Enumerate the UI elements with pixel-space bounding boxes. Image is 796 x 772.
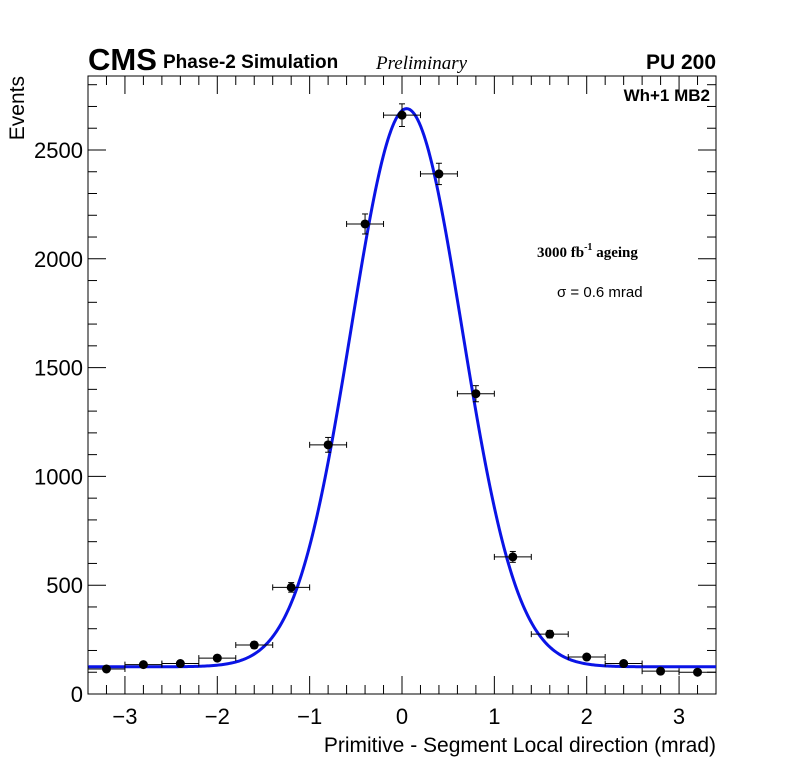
ageing-label: 3000 fb-1 ageing (537, 242, 638, 261)
data-point (212, 653, 222, 663)
data-point (619, 659, 629, 669)
status-label: Preliminary (375, 53, 468, 74)
data-point (286, 582, 296, 592)
y-tick-label: 1500 (34, 356, 83, 381)
data-point (471, 389, 481, 399)
data-point (434, 169, 444, 179)
region-label: Wh+1 MB2 (624, 86, 710, 105)
data-point (545, 629, 555, 639)
data-points (87, 103, 717, 677)
y-axis-title: Events (6, 76, 29, 140)
data-point (360, 219, 370, 229)
y-tick-label: 2500 (34, 138, 83, 163)
y-tick-label: 1000 (34, 464, 83, 489)
subtitle-label: Phase-2 Simulation (163, 52, 338, 73)
data-point (582, 652, 592, 662)
x-tick-label: 1 (488, 704, 500, 729)
fit-curve (88, 107, 716, 669)
x-tick-label: 3 (673, 704, 685, 729)
data-point (175, 659, 185, 669)
fit-curve-group (88, 107, 716, 669)
y-tick-label: 500 (46, 573, 83, 598)
data-point (249, 640, 259, 650)
x-tick-label: −1 (297, 704, 322, 729)
data-point (508, 552, 518, 562)
plot-frame (87, 75, 717, 695)
fit-sigma-label: σ = 0.6 mrad (557, 284, 643, 301)
data-point (656, 666, 666, 676)
data-point (693, 667, 703, 677)
data-point (101, 664, 111, 674)
x-tick-label: 2 (581, 704, 593, 729)
y-tick-label: 0 (71, 682, 83, 707)
pileup-label: PU 200 (646, 51, 716, 74)
x-tick-label: −3 (112, 704, 137, 729)
y-axis-ticks: 0 500 1000 1500 2000 2500 (34, 84, 716, 707)
y-tick-label: 2000 (34, 247, 83, 272)
x-tick-label: 0 (396, 704, 408, 729)
x-tick-label: −2 (205, 704, 230, 729)
data-point (138, 660, 148, 670)
data-point (323, 440, 333, 450)
x-axis-title: Primitive - Segment Local direction (mra… (324, 734, 716, 757)
x-axis-ticks: −3 −2 −1 0 1 2 3 (87, 76, 717, 729)
data-point (397, 110, 407, 120)
experiment-label: CMS (88, 42, 157, 77)
